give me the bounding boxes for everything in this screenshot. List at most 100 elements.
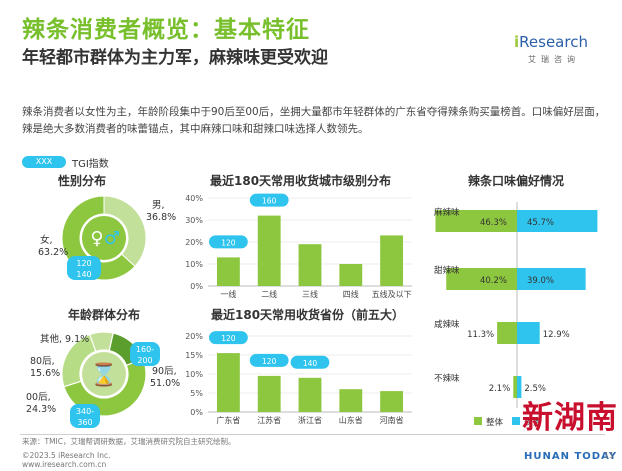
copyright-line-2: www.iresearch.com.cn [22,460,107,469]
hourglass-icon: ⌛ [90,362,117,388]
city-tgi-bg-0 [209,235,248,249]
city-ytick-2: 20% [185,238,203,247]
province-xtick-3: 山东省 [339,415,363,425]
flavor-value-latiao-0: 45.7% [527,218,554,228]
flavor-legend-swatch-overall [474,417,482,425]
flavor-value-overall-2: 11.3% [467,330,494,340]
flavor-value-overall-0: 46.3% [480,218,507,228]
province-bar-0 [216,353,240,412]
city-ytick-0: 0% [190,282,203,291]
age-tgi-00s-2: 360 [77,418,92,427]
city-ytick-4: 40% [185,194,203,203]
gender-label-female: 女, [40,234,53,246]
city-bar-4 [380,235,404,286]
flavor-value-latiao-3: 2.5% [524,384,546,394]
flavor-legend-latiao: 辣条 [524,417,542,428]
age-slice-3 [61,333,97,388]
flavor-bar-overall-2 [497,322,517,344]
source-note: 来源：TMIC，艾瑞帮调研数据，艾瑞消费研究院自主研究绘制。 [22,437,236,446]
age-tgi-00s-bg [70,404,100,428]
age-chart-title: 年龄群体分布 [68,308,141,322]
city-tgi-bottom-0: 140 [221,248,236,257]
gender-value-female: 63.2% [38,247,68,258]
footer-divider [20,434,605,435]
watermark-english: HUNAN TODAY [524,451,618,462]
flavor-bar-overall-3 [513,376,517,398]
province-xtick-4: 河南省 [380,415,404,425]
province-bar-3 [339,389,363,412]
logo-letter-i: i [514,33,520,51]
city-tgi-bottom-1: 140 [262,207,277,216]
gender-tgi-2: 140 [76,270,91,279]
male-symbol-icon: ♂ [104,228,120,249]
flavor-bar-overall-1 [446,268,517,290]
province-tgi-bg-1 [249,353,289,367]
flavor-value-latiao-2: 12.9% [543,330,570,340]
flavor-bar-latiao-2 [517,322,540,344]
province-tgi-top-0: 120 [221,334,236,343]
province-tgi-bg-0 [209,331,248,345]
flavor-category-2: 咸辣味 [434,319,460,330]
gender-label-male: 男, [152,200,165,211]
tgi-legend: XXX TGI指数 [22,155,109,170]
iresearch-logo: iResearch 艾瑞咨询 [508,30,608,70]
province-tgi-top-2: 140 [303,359,318,368]
watermark-logo: 新湖南 [522,400,618,436]
city-ytick-3: 30% [185,216,203,225]
tgi-legend-label: TGI指数 [72,158,109,170]
province-ytick-2: 10% [185,370,203,379]
city-xtick-4: 五线及以下 [372,289,412,299]
copyright: ©2023.5 iResearch Inc. www.iresearch.com… [22,451,110,469]
flavor-category-0: 麻辣味 [434,207,460,218]
city-tgi-top-0: 120 [221,238,236,247]
province-ytick-1: 5% [190,389,203,398]
province-bar-1 [257,375,281,412]
gender-chart-title: 性别分布 [58,174,107,188]
copyright-line-1: ©2023.5 iResearch Inc. [22,451,111,460]
flavor-bar-latiao-3 [517,376,522,398]
flavor-category-1: 甜辣味 [434,265,460,276]
flavor-bar-latiao-1 [517,268,586,290]
province-xtick-2: 浙江省 [298,415,322,425]
logo-chinese: 艾瑞咨询 [528,55,580,64]
age-label-00s: 00后, [26,392,51,403]
city-bar-0 [216,257,240,286]
age-center [82,352,126,396]
province-ytick-4: 20% [185,332,203,341]
gender-pie-chart: ♀ ♂ 男,36.8% 女,63.2% 120 140 [38,195,176,281]
age-label-other: 其他, 9.1% [40,333,89,345]
flavor-bar-latiao-0 [517,210,598,232]
city-bar-3 [339,264,363,286]
city-xtick-0: 一线 [220,289,236,299]
province-bar-4 [380,391,404,412]
province-xtick-0: 广东省 [216,415,240,425]
gender-value-male: 36.8% [146,212,176,223]
age-tgi-90s-1: 160- [136,345,154,354]
province-tgi-bottom-2: 160 [303,369,318,378]
age-label-80s: 80后, [30,356,55,367]
city-tgi-top-1: 160 [262,197,277,206]
flavor-value-overall-1: 40.2% [480,276,507,286]
tgi-legend-pill: XXX [22,156,66,168]
age-tgi-90s-2: 200 [137,356,152,365]
flavor-legend-overall: 整体 [486,417,504,428]
page-number: 11 [604,451,615,460]
age-value-80s: 15.6% [30,368,60,379]
province-tgi-bottom-0: 140 [221,344,236,353]
province-tgi-bottom-1: 140 [262,367,277,376]
gender-center [82,216,126,260]
logo-word: Research [519,33,588,51]
flavor-category-3: 不辣味 [434,373,460,384]
city-bar-1 [257,215,281,286]
age-slice-2 [63,358,147,417]
province-tgi-top-1: 120 [262,357,277,366]
province-ytick-0: 0% [190,408,203,417]
province-ytick-3: 15% [185,351,203,360]
province-chart-title: 最近180天常用收货省份（前五大） [211,308,405,322]
city-tgi-bg-1 [249,193,289,207]
city-chart-title: 最近180天常用收货城市级别分布 [210,174,392,188]
province-bar-chart: 0%5%10%15%20%广东省 江苏省 浙江省 山东省 河南省120140120140… [185,331,412,425]
flavor-value-overall-3: 2.1% [489,384,511,394]
age-label-90s: 90后, [152,366,177,377]
